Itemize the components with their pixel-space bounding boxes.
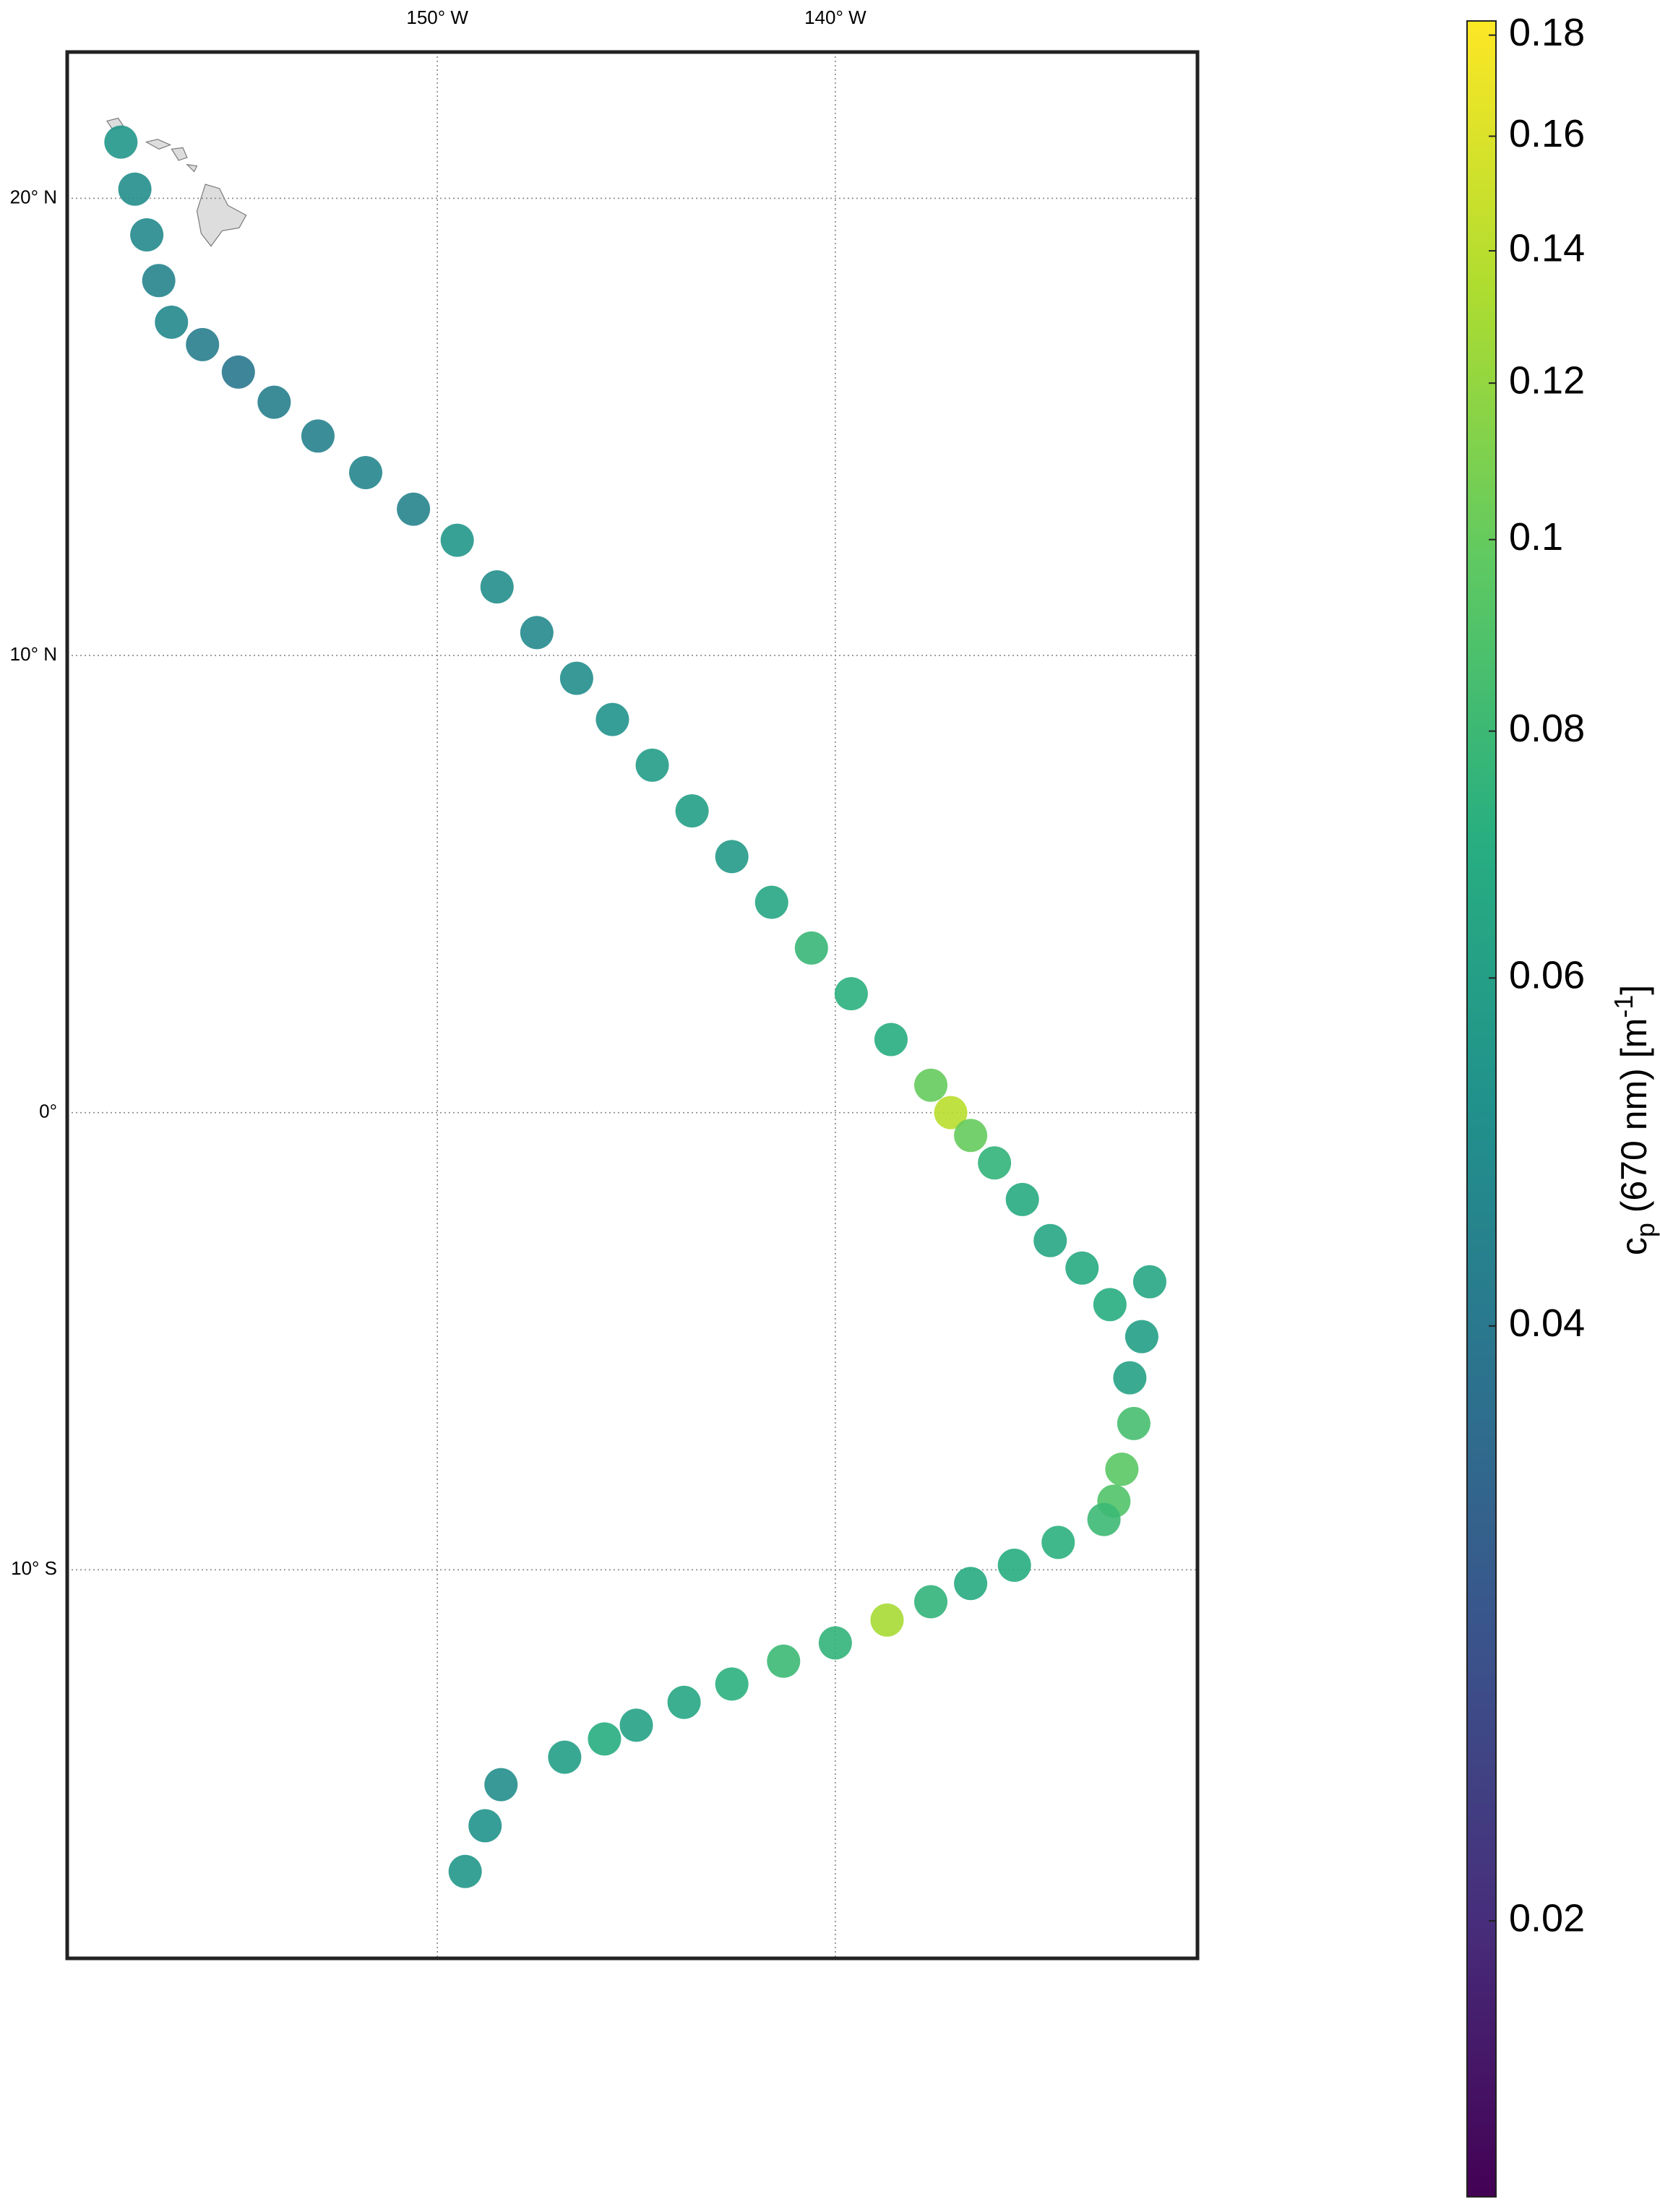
track-point <box>794 931 828 965</box>
colorbar-tick-label: 0.08 <box>1509 707 1585 750</box>
track-point <box>1065 1251 1099 1285</box>
track-point <box>1132 1265 1166 1299</box>
track-point <box>1105 1453 1139 1486</box>
colorbar-tick-label: 0.02 <box>1509 1896 1585 1940</box>
track-point <box>1087 1502 1121 1536</box>
colorbar-tick-label: 0.16 <box>1509 112 1585 155</box>
track-point <box>520 616 554 650</box>
y-tick-label: 10° S <box>11 1557 57 1579</box>
y-tick-label: 10° N <box>10 643 57 665</box>
track-point <box>142 264 176 298</box>
track-point <box>954 1119 988 1153</box>
track-point <box>548 1740 582 1774</box>
track-point <box>1033 1223 1067 1257</box>
track-point <box>1124 1320 1158 1354</box>
track-point <box>754 885 788 919</box>
colorbar-tick-label: 0.04 <box>1509 1301 1585 1345</box>
y-tick-label: 20° N <box>10 186 57 207</box>
hawaii-islands <box>106 117 247 247</box>
track-point <box>635 748 669 782</box>
track-point <box>715 840 749 874</box>
track-point <box>301 419 335 453</box>
track-point <box>870 1603 904 1637</box>
track-point <box>257 385 291 419</box>
track-point <box>186 327 220 361</box>
track-point <box>440 523 474 557</box>
track-point <box>104 125 138 159</box>
colorbar-tick-label: 0.12 <box>1509 358 1585 402</box>
track-point <box>448 1854 482 1888</box>
track-point <box>934 1096 968 1129</box>
track-point <box>595 702 629 736</box>
track-point <box>675 794 709 828</box>
colorbar-tick-label: 0.14 <box>1509 226 1585 270</box>
track-point <box>221 355 255 389</box>
track-point <box>1117 1406 1151 1440</box>
track-point <box>978 1146 1012 1180</box>
track-point <box>1005 1182 1039 1216</box>
track-point <box>468 1809 502 1843</box>
y-tick-label: 0° <box>39 1101 57 1122</box>
track-point <box>715 1667 749 1701</box>
track-point <box>118 172 152 206</box>
x-tick-label: 140° W <box>804 7 866 28</box>
track-point <box>155 305 189 339</box>
track-point <box>1041 1525 1075 1559</box>
track-point <box>397 492 431 526</box>
track-point <box>588 1722 622 1756</box>
colorbar <box>1466 20 1497 2198</box>
map-frame <box>65 50 1200 1961</box>
track <box>104 125 1166 1888</box>
track-point <box>954 1567 988 1601</box>
track-point <box>767 1644 801 1678</box>
track-point <box>667 1685 701 1719</box>
colorbar-tick-label: 0.06 <box>1509 954 1585 997</box>
track-point <box>914 1068 948 1102</box>
track-point <box>484 1768 518 1802</box>
track-point <box>559 661 593 695</box>
track-point <box>480 570 514 604</box>
track-point <box>874 1023 908 1056</box>
track-point <box>834 977 868 1011</box>
track-point <box>619 1708 653 1742</box>
track-point <box>818 1626 852 1660</box>
colorbar-label: cp (670 nm) [m-1] <box>1609 985 1660 1255</box>
colorbar-tick-label: 0.1 <box>1509 515 1563 559</box>
track-point <box>349 456 383 490</box>
colorbar-tick-label: 0.18 <box>1509 11 1585 54</box>
track-point <box>1093 1288 1127 1322</box>
track-point <box>997 1548 1031 1582</box>
x-tick-label: 150° W <box>406 7 468 28</box>
track-point <box>914 1585 948 1619</box>
track-point <box>130 218 164 252</box>
track-point <box>1113 1361 1147 1395</box>
